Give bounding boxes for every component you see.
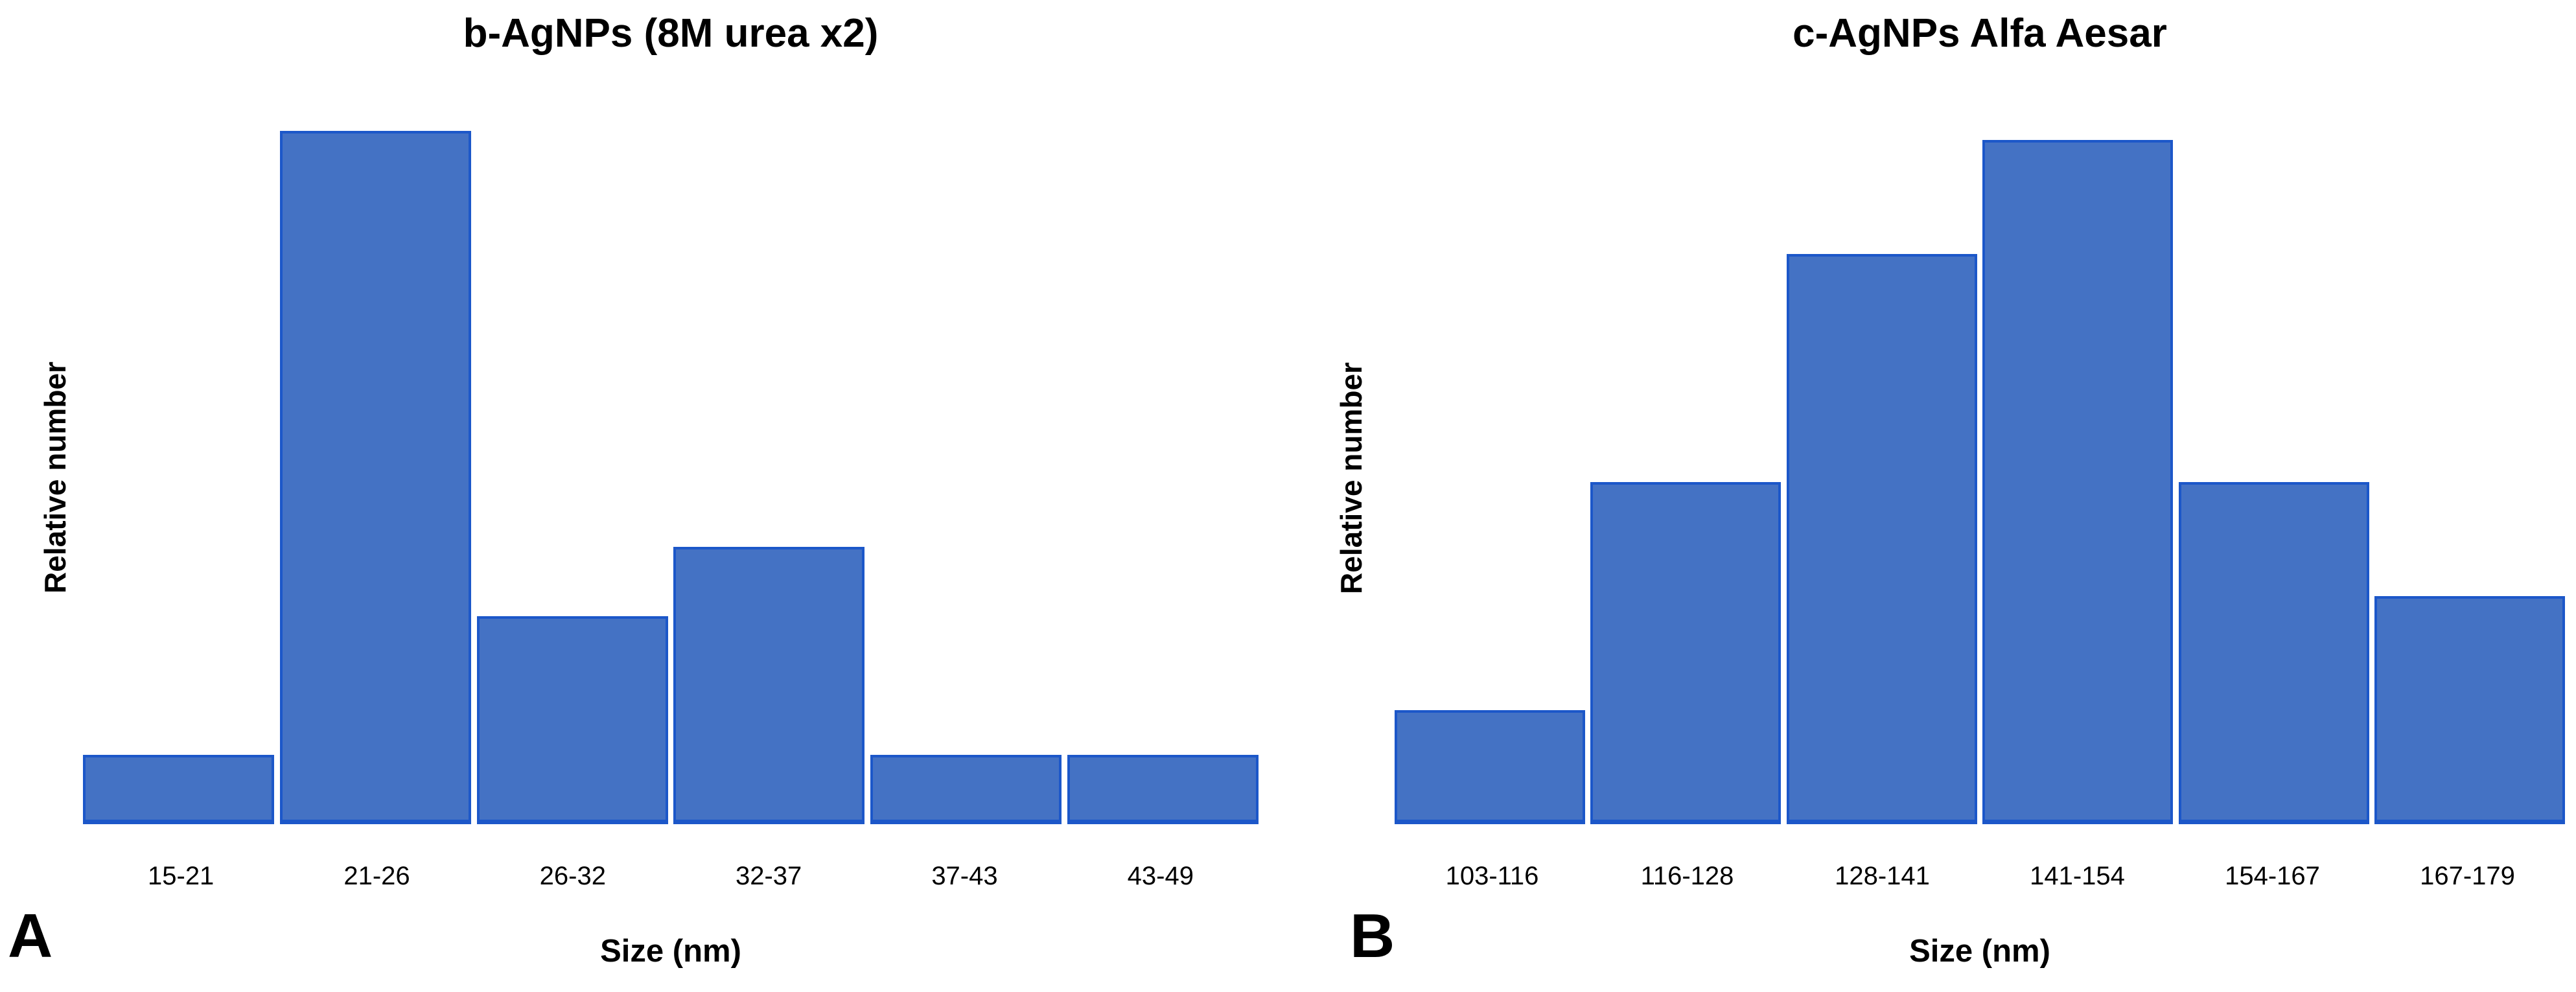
chart-title: b-AgNPs (8M urea x2) — [463, 11, 879, 56]
x-tick-label: 37-43 — [931, 862, 998, 890]
panel-label: B — [1350, 901, 1395, 971]
histogram-bar — [476, 616, 668, 824]
x-tick-label: 32-37 — [735, 862, 802, 890]
histogram-bar — [83, 755, 274, 824]
x-axis-tick-labels: 15-21 21-26 26-32 32-37 37-43 43-49 — [83, 857, 1259, 895]
y-axis-title: Relative number — [1334, 362, 1368, 594]
histogram-bar — [2178, 482, 2369, 824]
plot-area — [83, 131, 1259, 824]
histogram-bar — [279, 131, 471, 824]
x-tick-label: 26-32 — [539, 862, 606, 890]
x-tick-label: 103-116 — [1445, 862, 1539, 890]
x-tick-label: 15-21 — [148, 862, 215, 890]
plot-area — [1395, 140, 2565, 824]
x-tick-label: 128-141 — [1835, 862, 1930, 890]
histogram-bar — [1590, 482, 1781, 824]
x-tick-label: 154-167 — [2225, 862, 2320, 890]
x-axis-tick-labels: 103-116 116-128 128-141 141-154 154-167 167-1… — [1395, 857, 2565, 895]
x-tick-label: 167-179 — [2420, 862, 2515, 890]
x-tick-label: 116-128 — [1640, 862, 1734, 890]
y-axis-title: Relative number — [38, 362, 72, 594]
x-tick-label: 21-26 — [343, 862, 410, 890]
x-axis-title: Size (nm) — [1909, 934, 2050, 969]
chart-title: c-AgNPs Alfa Aesar — [1793, 11, 2167, 56]
histogram-bar — [2374, 596, 2565, 824]
histogram-bar — [870, 755, 1062, 824]
histogram-bar — [1982, 140, 2174, 824]
histogram-bar — [673, 547, 865, 824]
x-tick-label: 43-49 — [1127, 862, 1194, 890]
x-axis-title: Size (nm) — [600, 934, 741, 969]
histogram-bar — [1786, 254, 1977, 824]
panel-label: A — [8, 901, 53, 971]
histogram-bar — [1395, 710, 1585, 824]
x-tick-label: 141-154 — [2030, 862, 2125, 890]
histogram-bar — [1067, 755, 1259, 824]
